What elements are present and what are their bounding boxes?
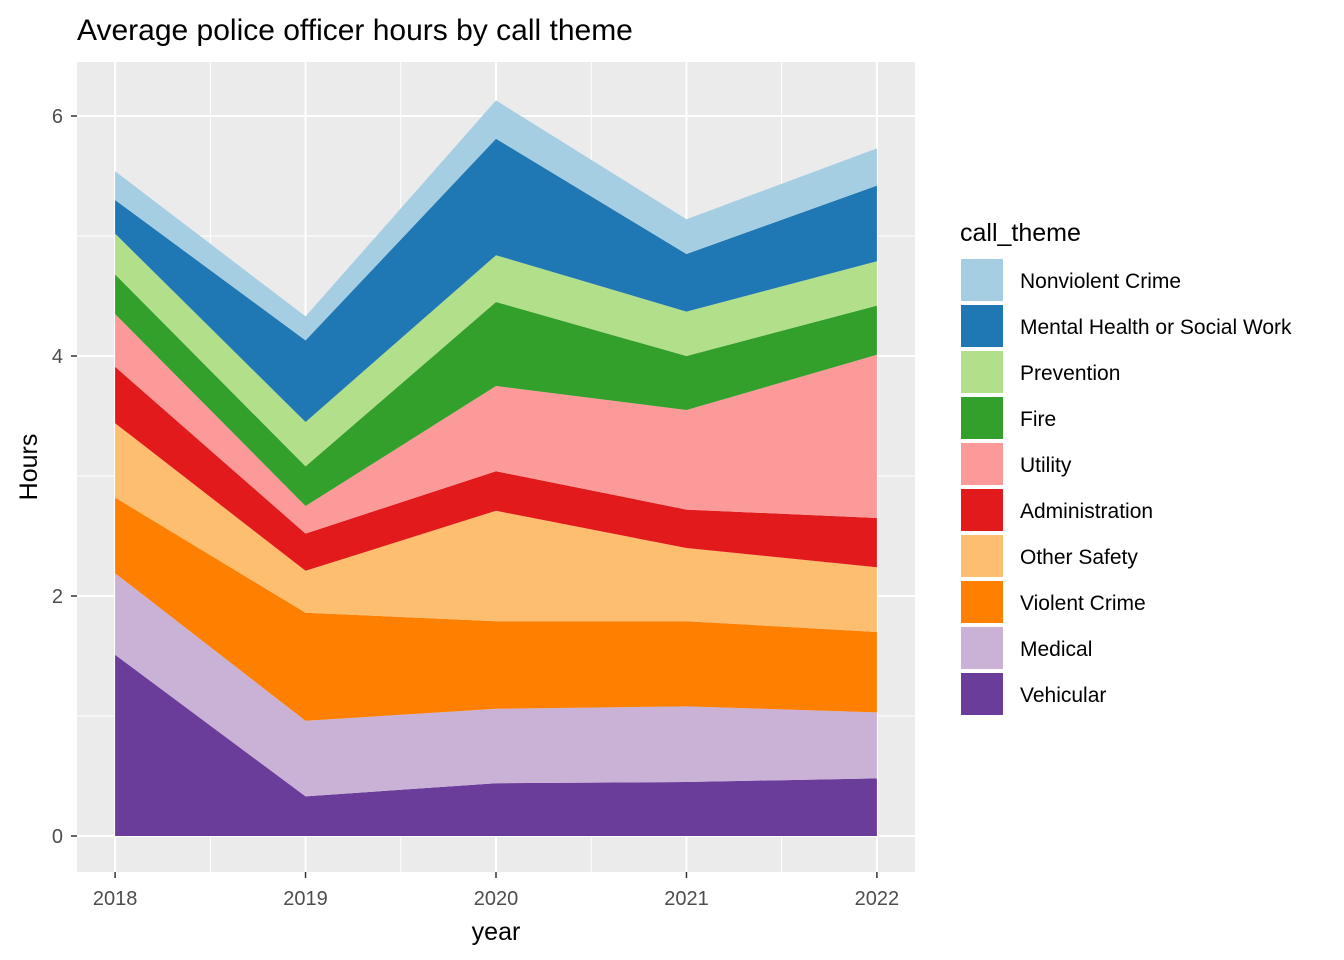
legend-label-mental-health-or-social-work: Mental Health or Social Work	[1020, 316, 1292, 339]
area-violent-crime	[115, 497, 877, 721]
x-axis: 2018 2019 2020 2021 2022	[93, 872, 899, 910]
y-tick-label: 6	[52, 106, 63, 128]
legend-key-prevention	[959, 349, 1005, 395]
y-tick-label: 4	[52, 346, 63, 368]
y-tick-label: 0	[52, 826, 63, 848]
x-tick-label: 2022	[855, 888, 900, 910]
legend-label-utility: Utility	[1020, 454, 1072, 477]
legend-label-other-safety: Other Safety	[1020, 546, 1138, 569]
x-tick-label: 2019	[283, 888, 328, 910]
legend-key-nonviolent-crime	[959, 257, 1005, 303]
y-tick-label: 2	[52, 586, 63, 608]
legend: call_theme Nonviolent Crime Mental Health…	[959, 219, 1292, 717]
area-layers	[115, 100, 877, 836]
y-axis-title: Hours	[15, 434, 43, 501]
legend-key-violent-crime	[959, 579, 1005, 625]
area-utility	[115, 314, 877, 534]
area-mental-health-or-social-work	[115, 138, 877, 423]
legend-label-medical: Medical	[1020, 638, 1092, 661]
x-tick-label: 2020	[474, 888, 519, 910]
area-administration	[115, 366, 877, 571]
legend-title: call_theme	[960, 219, 1081, 247]
legend-label-administration: Administration	[1020, 500, 1153, 523]
legend-key-vehicular	[959, 671, 1005, 717]
area-other-safety	[115, 423, 877, 632]
legend-label-prevention: Prevention	[1020, 362, 1120, 385]
area-medical	[115, 573, 877, 797]
legend-key-utility	[959, 441, 1005, 487]
x-axis-title: year	[472, 918, 521, 946]
legend-label-nonviolent-crime: Nonviolent Crime	[1020, 270, 1181, 293]
legend-key-administration	[959, 487, 1005, 533]
legend-label-fire: Fire	[1020, 408, 1056, 431]
area-fire	[115, 274, 877, 506]
legend-key-other-safety	[959, 533, 1005, 579]
x-tick-label: 2018	[93, 888, 138, 910]
area-vehicular	[115, 654, 877, 836]
chart-title: Average police officer hours by call the…	[77, 14, 633, 47]
area-nonviolent-crime	[115, 100, 877, 341]
legend-key-fire	[959, 395, 1005, 441]
x-tick-label: 2021	[664, 888, 709, 910]
legend-label-vehicular: Vehicular	[1020, 684, 1106, 707]
y-axis: 0 2 4 6	[52, 106, 77, 848]
legend-label-violent-crime: Violent Crime	[1020, 592, 1146, 615]
legend-key-mental-health-or-social-work	[959, 303, 1005, 349]
legend-items: Nonviolent Crime Mental Health or Social …	[959, 257, 1292, 717]
area-prevention	[115, 233, 877, 467]
legend-key-medical	[959, 625, 1005, 671]
